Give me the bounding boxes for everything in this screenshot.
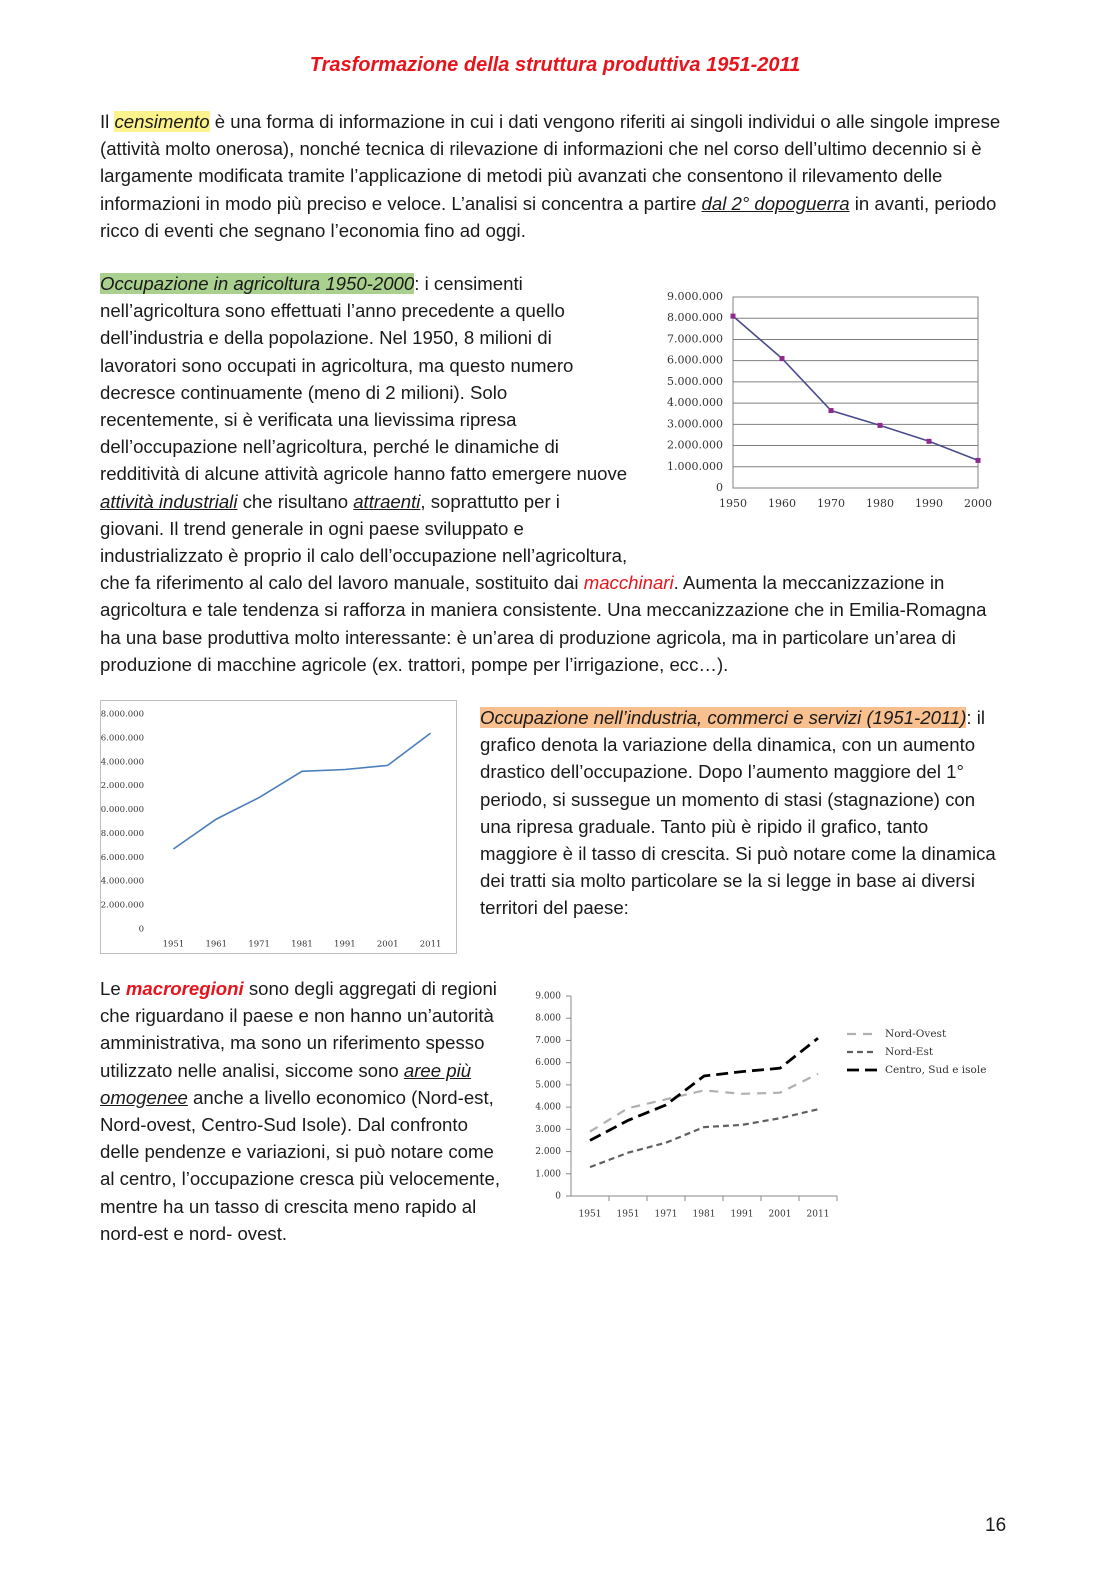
x-tick-label: 2001 [377, 940, 399, 950]
heading: Occupazione nell’industria, commerci e s… [480, 707, 967, 728]
underlined: aree più omogenee [100, 1059, 472, 1108]
y-tick-label: 9.000 [535, 992, 561, 1002]
y-tick-label: 9.000.000 [667, 290, 723, 303]
x-tick-label: 1990 [915, 497, 943, 510]
y-tick-label: 5.000 [535, 1080, 561, 1090]
text: è una forma di informazione in cui i dat… [100, 111, 1001, 214]
data-line [732, 315, 979, 462]
text: : i censimenti nell’agricoltura sono eff… [100, 273, 628, 485]
y-tick-label: 0 [716, 481, 723, 494]
y-tick-label: 14.000.000 [100, 757, 144, 767]
x-tick-label: 1981 [291, 940, 313, 950]
data-line [172, 732, 432, 850]
x-tick-label: 1950 [719, 497, 747, 510]
y-tick-label: 4.000 [535, 1103, 561, 1113]
x-tick-label: 1951 [163, 940, 185, 950]
text: Il [100, 111, 115, 132]
x-tick-label: 1991 [731, 1210, 754, 1220]
chart-frame [100, 700, 457, 954]
y-tick-label: 16.000.000 [100, 733, 144, 743]
y-tick-label: 6.000 [535, 1058, 561, 1068]
data-point [877, 422, 883, 428]
page-title: Trasformazione della struttura produttiv… [309, 54, 801, 76]
industry-paragraph: Occupazione nell’industria, commerci e s… [480, 704, 1010, 922]
plot-frame [732, 296, 979, 489]
y-tick-label: 10.000.000 [100, 805, 144, 815]
y-tick-label: 8.000.000 [667, 311, 723, 324]
y-tick-label: 6.000.000 [667, 354, 723, 367]
x-tick-label: 1980 [866, 497, 894, 510]
y-tick-label: 2.000.000 [667, 439, 723, 452]
x-tick-label: 1961 [205, 940, 227, 950]
text: che risultano [237, 490, 354, 512]
y-tick-label: 3.000 [535, 1125, 561, 1135]
y-tick-label: 2.000.000 [101, 901, 144, 911]
x-tick-label: 2000 [964, 497, 992, 510]
chart: 0 1.000.000 2.000.000 3.000.000 4.000.000 5.0… [667, 290, 992, 510]
y-tick-label: 1.000 [535, 1169, 561, 1179]
page-number: 16 [985, 1515, 1007, 1536]
x-tick-label: 2011 [420, 940, 442, 950]
data-point [975, 457, 981, 463]
data-point [730, 313, 736, 319]
text: : il grafico denota la variazione della … [480, 707, 996, 919]
y-tick-label: 5.000.000 [667, 375, 723, 388]
y-tick-label: 7.000.000 [667, 332, 723, 345]
x-tick-label: 1971 [655, 1210, 678, 1220]
underlined: attraenti [353, 490, 421, 512]
data-point [926, 438, 932, 444]
y-tick-label: 7.000 [535, 1036, 561, 1046]
y-tick-label: 8.000 [535, 1014, 561, 1024]
y-tick-label: 4.000.000 [667, 396, 723, 409]
data-line [589, 1072, 819, 1133]
y-tick-label: 0 [139, 925, 144, 935]
underlined: attività industriali [100, 490, 238, 512]
macroregions-paragraph: Le macroregioni sono degli aggregati di … [100, 975, 512, 1247]
underlined: dal 2° dopoguerra [701, 192, 850, 214]
y-tick-label: 2.000 [535, 1147, 561, 1157]
heading: Occupazione in agricoltura 1950-2000 [100, 273, 415, 294]
x-tick-label: 2011 [807, 1210, 830, 1220]
emphasis: macroregioni [125, 978, 244, 999]
data-point [828, 408, 834, 414]
y-tick-label: 4.000.000 [101, 877, 144, 887]
text: Le [100, 978, 126, 999]
y-tick-label: 8.000.000 [101, 829, 144, 839]
x-tick-label: 1960 [768, 497, 796, 510]
intro-paragraph: Il censimento è una forma di informazion… [100, 108, 1012, 244]
highlight: censimento [114, 111, 210, 132]
x-tick-label: 1951 [617, 1210, 640, 1220]
y-tick-label: 3.000.000 [667, 417, 723, 430]
y-tick-label: 18.000.000 [100, 710, 144, 720]
agriculture-section: 0 1.000.000 2.000.000 3.000.000 4.000.000 5.0… [100, 270, 1008, 678]
chart: 0 2.000.000 4.000.000 6.000.000 8.000.000 10.… [100, 700, 457, 954]
text: anche a livello economico (Nord-est, Nor… [100, 1086, 500, 1244]
legend-label: Nord-Ovest [885, 1028, 947, 1040]
data-line [589, 1037, 819, 1142]
text: in avanti, periodo ricco di eventi che s… [100, 192, 997, 241]
legend-label: Nord-Est [885, 1046, 934, 1058]
text: sono degli aggregati di regioni che rigu… [100, 978, 497, 1081]
x-tick-label: 1951 [579, 1210, 602, 1220]
legend-label: Centro, Sud e isole [885, 1064, 986, 1076]
x-tick-label: 1970 [817, 497, 845, 510]
text: . Aumenta la meccanizzazione in agricolt… [100, 572, 987, 675]
x-tick-label: 2001 [769, 1210, 792, 1220]
x-tick-label: 1981 [693, 1210, 716, 1220]
x-tick-label: 1991 [334, 940, 356, 950]
y-tick-label: 6.000.000 [101, 853, 144, 863]
data-line [589, 1108, 819, 1169]
y-tick-label: 1.000.000 [667, 460, 723, 473]
y-tick-label: 0 [555, 1192, 561, 1202]
text: , soprattutto per i giovani. Il trend ge… [100, 490, 628, 594]
emphasis: macchinari [583, 572, 674, 594]
data-point [779, 356, 785, 362]
y-tick-label: 12.000.000 [100, 781, 144, 791]
x-tick-label: 1971 [248, 940, 270, 950]
chart: 0 1.000 2.000 3.000 4.000 5.000 6.000 7.000 8.00… [535, 992, 986, 1220]
